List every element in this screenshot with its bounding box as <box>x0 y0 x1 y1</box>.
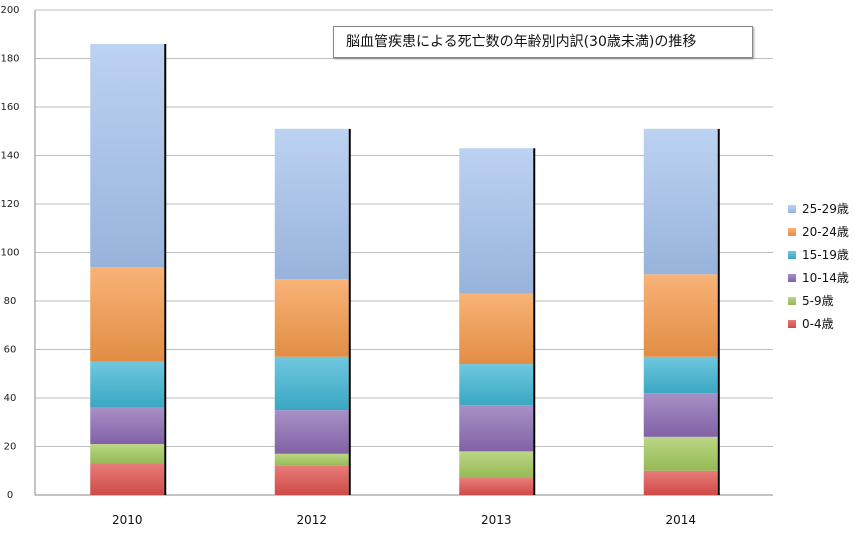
y-tick-label: 160 <box>0 102 19 113</box>
legend-swatch <box>788 297 796 305</box>
bar-segment <box>90 463 165 495</box>
y-tick-label: 80 <box>4 296 17 307</box>
y-tick-label: 200 <box>0 5 19 16</box>
bar-segment <box>459 451 534 479</box>
y-tick-label: 100 <box>0 248 19 259</box>
bar-segment <box>274 356 349 411</box>
y-tick-label: 60 <box>4 345 17 356</box>
y-tick-label: 20 <box>4 442 17 453</box>
x-tick-label: 2013 <box>481 513 512 527</box>
legend-swatch <box>788 251 796 259</box>
bar-segment <box>274 453 349 466</box>
x-tick-label: 2014 <box>665 513 696 527</box>
x-tick-label: 2010 <box>112 513 143 527</box>
legend-swatch <box>788 274 796 282</box>
bar-segment <box>90 361 165 408</box>
legend-label: 5-9歳 <box>802 294 834 308</box>
bar-segment <box>643 393 718 437</box>
y-tick-label: 180 <box>0 54 19 65</box>
legend-label: 0-4歳 <box>802 317 834 331</box>
y-tick-label: 0 <box>7 490 13 501</box>
legend-label: 10-14歳 <box>802 271 849 285</box>
legend: 25-29歳 20-24歳 15-19歳 10-14歳 5-9歳 0-4歳 <box>788 202 849 331</box>
bar-segment <box>274 465 349 495</box>
bar-segment <box>643 470 718 495</box>
bar-segment <box>274 128 349 280</box>
x-tick-labels: 2010 2012 2013 2014 <box>112 513 696 527</box>
bar-segment <box>459 405 534 452</box>
bar-segment <box>274 410 349 454</box>
bar-segment <box>274 279 349 357</box>
y-tick-label: 40 <box>4 393 17 404</box>
x-tick-label: 2012 <box>296 513 327 527</box>
bar-segment <box>90 267 165 362</box>
legend-swatch <box>788 320 796 328</box>
bar-segment <box>459 148 534 294</box>
y-tick-label: 140 <box>0 151 19 162</box>
bar-segment <box>90 407 165 445</box>
legend-swatch <box>788 205 796 213</box>
bars <box>90 43 720 495</box>
bar-segment <box>459 364 534 406</box>
bar-segment <box>643 274 718 357</box>
legend-label: 25-29歳 <box>802 202 849 216</box>
bar-segment <box>90 43 165 268</box>
bar-segment <box>643 128 718 275</box>
legend-label: 15-19歳 <box>802 248 849 262</box>
y-tick-label: 120 <box>0 199 19 210</box>
legend-swatch <box>788 228 796 236</box>
legend-label: 20-24歳 <box>802 225 849 239</box>
bar-segment <box>459 478 534 495</box>
bar-segment <box>643 356 718 394</box>
bar-segment <box>90 444 165 464</box>
chart-title: 脳血管疾患による死亡数の年齢別内訳(30歳未満)の推移 <box>333 26 753 58</box>
bar-segment <box>459 293 534 365</box>
bar-segment <box>643 436 718 471</box>
